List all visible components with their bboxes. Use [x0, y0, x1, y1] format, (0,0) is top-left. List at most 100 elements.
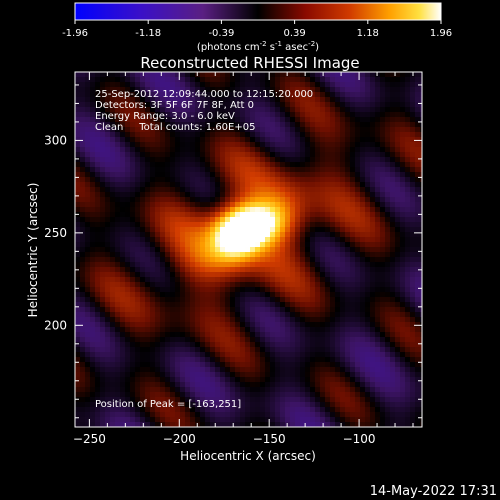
heatmap-cell: [400, 327, 405, 332]
heatmap-cell: [85, 407, 90, 412]
heatmap-cell: [110, 357, 115, 362]
heatmap-cell: [165, 362, 170, 367]
heatmap-cell: [210, 152, 215, 157]
heatmap-cell: [355, 177, 360, 182]
heatmap-cell: [375, 272, 380, 277]
heatmap-cell: [290, 87, 295, 92]
heatmap-cell: [310, 272, 315, 277]
heatmap-cell: [85, 347, 90, 352]
heatmap-cell: [270, 252, 275, 257]
heatmap-cell: [130, 357, 135, 362]
heatmap-cell: [225, 187, 230, 192]
heatmap-cell: [275, 272, 280, 277]
heatmap-cell: [120, 217, 125, 222]
heatmap-cell: [230, 332, 235, 337]
heatmap-cell: [300, 212, 305, 217]
colorbar-gradient: [74, 2, 442, 21]
heatmap-cell: [315, 192, 320, 197]
heatmap-cell: [370, 372, 375, 377]
heatmap-cell: [405, 372, 410, 377]
heatmap-cell: [225, 242, 230, 247]
heatmap-cell: [90, 362, 95, 367]
heatmap-cell: [340, 332, 345, 337]
heatmap-cell: [125, 197, 130, 202]
heatmap-cell: [245, 342, 250, 347]
heatmap-cell: [345, 197, 350, 202]
heatmap-cell: [185, 372, 190, 377]
heatmap-cell: [125, 147, 130, 152]
heatmap-cell: [330, 312, 335, 317]
heatmap-cell: [195, 322, 200, 327]
heatmap-cell: [95, 297, 100, 302]
heatmap-cell: [165, 342, 170, 347]
heatmap-cell: [325, 367, 330, 372]
heatmap-cell: [215, 252, 220, 257]
heatmap-cell: [400, 397, 405, 402]
heatmap-cell: [90, 277, 95, 282]
heatmap-cell: [380, 397, 385, 402]
heatmap-cell: [415, 122, 420, 127]
heatmap-cell: [205, 112, 210, 117]
heatmap-cell: [320, 197, 325, 202]
heatmap-cell: [180, 92, 185, 97]
heatmap-cell: [390, 327, 395, 332]
heatmap-cell: [235, 272, 240, 277]
heatmap-cell: [140, 217, 145, 222]
heatmap-cell: [165, 107, 170, 112]
heatmap-cell: [295, 267, 300, 272]
heatmap-cell: [220, 347, 225, 352]
heatmap-cell: [295, 312, 300, 317]
heatmap-cell: [315, 372, 320, 377]
heatmap-cell: [220, 177, 225, 182]
heatmap-cell: [360, 157, 365, 162]
heatmap-cell: [375, 302, 380, 307]
heatmap-cell: [340, 327, 345, 332]
heatmap-cell: [315, 297, 320, 302]
heatmap-cell: [185, 357, 190, 362]
heatmap-cell: [300, 302, 305, 307]
heatmap-cell: [235, 152, 240, 157]
heatmap-cell: [315, 322, 320, 327]
heatmap-cell: [400, 187, 405, 192]
heatmap-cell: [145, 382, 150, 387]
heatmap-cell: [285, 412, 290, 417]
heatmap-cell: [400, 392, 405, 397]
heatmap-cell: [325, 297, 330, 302]
heatmap-cell: [145, 197, 150, 202]
heatmap-cell: [280, 417, 285, 422]
heatmap-cell: [330, 207, 335, 212]
heatmap-cell: [140, 297, 145, 302]
heatmap-cell: [135, 352, 140, 357]
heatmap-cell: [230, 387, 235, 392]
heatmap-cell: [380, 302, 385, 307]
heatmap-cell: [155, 92, 160, 97]
heatmap-cell: [230, 172, 235, 177]
heatmap-cell: [250, 377, 255, 382]
heatmap-cell: [370, 387, 375, 392]
heatmap-cell: [175, 107, 180, 112]
heatmap-cell: [350, 167, 355, 172]
heatmap-cell: [405, 212, 410, 217]
heatmap-cell: [240, 312, 245, 317]
heatmap-cell: [210, 237, 215, 242]
heatmap-cell: [195, 267, 200, 272]
heatmap-cell: [315, 387, 320, 392]
heatmap-cell: [200, 227, 205, 232]
heatmap-cell: [135, 332, 140, 337]
heatmap-cell: [340, 232, 345, 237]
heatmap-cell: [330, 327, 335, 332]
heatmap-cell: [380, 227, 385, 232]
heatmap-cell: [215, 227, 220, 232]
heatmap-cell: [75, 332, 80, 337]
heatmap-cell: [120, 312, 125, 317]
heatmap-cell: [135, 77, 140, 82]
heatmap-cell: [210, 82, 215, 87]
heatmap-cell: [185, 72, 190, 77]
heatmap-cell: [215, 282, 220, 287]
heatmap-cell: [215, 82, 220, 87]
heatmap-cell: [175, 402, 180, 407]
heatmap-cell: [265, 157, 270, 162]
heatmap-cell: [210, 232, 215, 237]
heatmap-cell: [375, 292, 380, 297]
heatmap-cell: [145, 127, 150, 132]
